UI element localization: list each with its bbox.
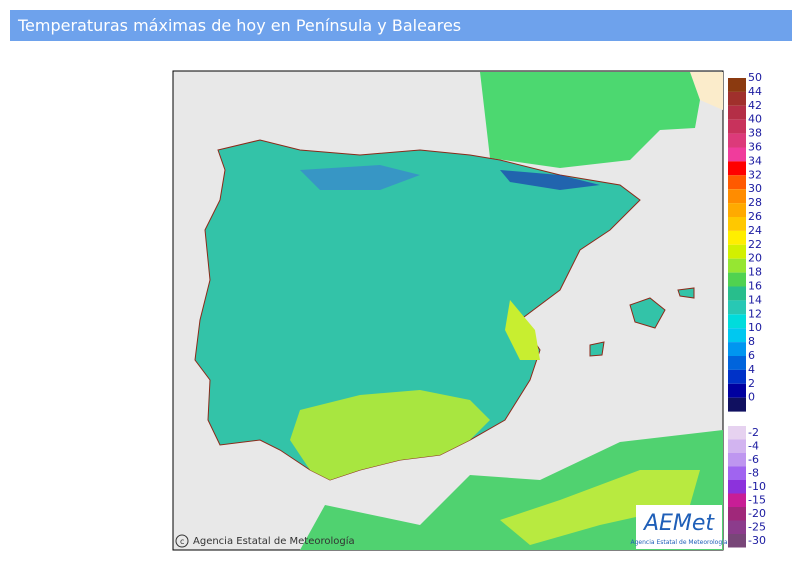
legend: 5044424038363432302826242220181614121086… (728, 71, 766, 548)
legend-label: 50 (748, 71, 762, 84)
legend-swatch (728, 105, 746, 120)
legend-label: 0 (748, 391, 755, 404)
legend-label: -10 (748, 480, 766, 493)
legend-label: -4 (748, 439, 759, 452)
menorca (677, 287, 695, 299)
legend-swatch (728, 439, 746, 453)
africa-warm (500, 470, 700, 545)
legend-label: 42 (748, 99, 762, 112)
legend-swatch (728, 507, 746, 521)
legend-swatch (728, 119, 746, 134)
legend-label: 10 (748, 321, 762, 334)
legend-swatch (728, 520, 746, 534)
legend-label: 20 (748, 252, 762, 265)
legend-label: 26 (748, 210, 762, 223)
legend-label: 8 (748, 335, 755, 348)
copyright-icon (175, 534, 189, 548)
legend-label: 36 (748, 141, 762, 154)
legend-label: 18 (748, 266, 762, 279)
france (480, 72, 700, 168)
logo-box (636, 505, 722, 549)
legend-label: -6 (748, 453, 759, 466)
legend-label: -30 (748, 534, 766, 547)
logo-subtitle: Agencia Estatal de Meteorología (631, 539, 728, 546)
south-warm (290, 390, 490, 480)
legend-label: -8 (748, 466, 759, 479)
legend-swatch (728, 426, 746, 440)
legend-label: 38 (748, 127, 762, 140)
legend-label: 24 (748, 224, 762, 237)
legend-swatch (728, 493, 746, 507)
ibiza (589, 341, 605, 357)
legend-swatch (728, 217, 746, 231)
map-credit: Agencia Estatal de Meteorología (193, 535, 355, 547)
legend-swatch (728, 272, 746, 287)
legend-label: 16 (748, 280, 762, 293)
legend-swatch (728, 230, 746, 245)
legend-swatch (728, 133, 746, 148)
legend-label: 40 (748, 113, 762, 126)
legend-label: -2 (748, 426, 759, 439)
legend-label: 30 (748, 182, 762, 195)
north-cold (300, 165, 420, 190)
legend-swatch (728, 383, 746, 398)
land-beige (690, 72, 723, 110)
legend-swatch (728, 314, 746, 329)
legend-label: 34 (748, 154, 762, 167)
legend-swatch (728, 161, 746, 176)
legend-swatch (728, 480, 746, 494)
legend-label: 14 (748, 293, 762, 306)
legend-swatch (728, 91, 746, 106)
legend-label: 4 (748, 363, 755, 376)
legend-swatch (728, 286, 746, 301)
header-title: Temperaturas máximas de hoy en Península… (18, 16, 462, 35)
legend-label: 2 (748, 377, 755, 390)
legend-swatch (728, 300, 746, 315)
legend-label: 6 (748, 349, 755, 362)
legend-label: 28 (748, 196, 762, 209)
legend-swatch (728, 342, 746, 356)
legend-label: 32 (748, 168, 762, 181)
legend-label: -15 (748, 493, 766, 506)
legend-swatch (728, 147, 746, 162)
header-bar: Temperaturas máximas de hoy en Península… (10, 10, 792, 41)
legend-swatch (728, 453, 746, 467)
legend-label: 12 (748, 307, 762, 320)
legend-swatch (728, 175, 746, 190)
legend-swatch (728, 78, 746, 92)
legend-swatch (728, 397, 746, 412)
legend-label: 22 (748, 238, 762, 251)
legend-swatch (728, 328, 746, 343)
legend-swatch (728, 203, 746, 217)
logo-name: AEMet (642, 511, 715, 536)
legend-label: -25 (748, 520, 766, 533)
legend-label: 44 (748, 85, 762, 98)
legend-swatch (728, 466, 746, 480)
pyrenees (500, 170, 600, 190)
legend-swatch (728, 356, 746, 370)
legend-swatch (728, 244, 746, 259)
east-warm (505, 300, 540, 360)
map: c Agencia Estatal de Meteorología AEMet … (172, 70, 728, 551)
legend-swatch (728, 534, 746, 548)
legend-swatch (728, 369, 746, 384)
legend-label: -20 (748, 507, 766, 520)
legend-swatch (728, 258, 746, 273)
mallorca (629, 297, 666, 329)
copyright-mark: c (180, 537, 184, 546)
legend-swatch (728, 189, 746, 204)
